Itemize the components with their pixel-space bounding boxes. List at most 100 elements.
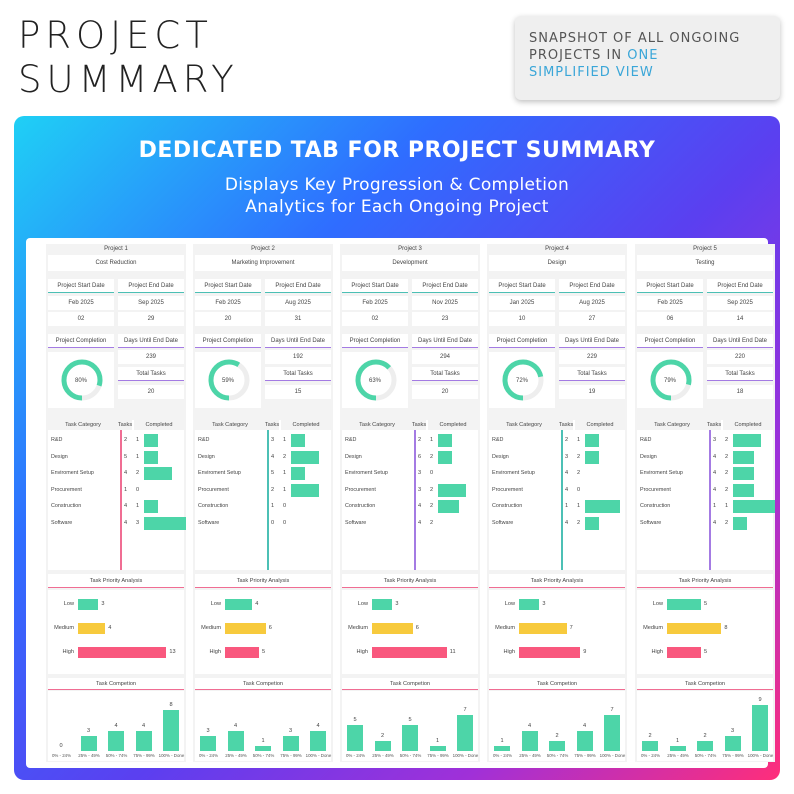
priority-label-medium: Medium — [54, 625, 74, 631]
task-category-header: Task Category — [489, 420, 559, 430]
summary-sheet: Project 1 Cost Reduction Project Start Dat… — [26, 238, 775, 768]
project-name: Cost Reduction — [48, 255, 184, 271]
task-category-header: Task Category — [342, 420, 412, 430]
total-tasks-value: 19 — [559, 385, 625, 399]
total-tasks-value: 20 — [412, 385, 478, 399]
start-day: 20 — [195, 312, 261, 326]
priority-bar-medium — [225, 623, 266, 634]
competion-bin-label: 0% - 24% — [345, 753, 366, 758]
priority-chart: Low 5 Medium 8 High 5 — [637, 590, 773, 674]
days-until-value: 239 — [118, 350, 184, 364]
end-day: 27 — [559, 312, 625, 326]
competion-value: 3 — [86, 727, 91, 734]
task-completed-bar — [438, 434, 452, 447]
completion-ring-fill — [502, 359, 544, 401]
start-month: Feb 2025 — [195, 296, 261, 310]
task-completed: 3 — [136, 519, 140, 526]
priority-bar-medium — [667, 623, 722, 634]
competion-value: 4 — [141, 722, 146, 729]
tasks-divider — [267, 430, 269, 570]
priority-value-low: 3 — [542, 601, 546, 607]
completion-ring-fill — [355, 359, 397, 401]
completion-ring-fill — [208, 359, 250, 401]
task-row: Design 4 2 — [195, 449, 331, 465]
competion-value: 4 — [316, 722, 320, 729]
priority-bar-high — [519, 647, 581, 658]
completion-ring-chart — [355, 359, 397, 401]
competion-value: 5 — [353, 717, 357, 724]
competion-bin-label: 75% - 99% — [574, 753, 596, 758]
competion-value: 3 — [730, 727, 735, 734]
project-header: Project 5 — [635, 244, 775, 254]
priority-label-low: Low — [63, 601, 74, 607]
competion-bin-label: 50% - 74% — [399, 753, 422, 758]
task-completed: 2 — [430, 519, 434, 526]
task-total: 2 — [418, 437, 422, 443]
task-completed: 2 — [577, 519, 581, 526]
priority-bar-medium — [78, 623, 106, 634]
task-category: Construction — [492, 503, 523, 509]
completion-ring-fill — [650, 359, 692, 401]
task-category: Design — [198, 453, 215, 460]
priority-bar-high — [225, 647, 259, 658]
snapshot-line2b: ONE — [627, 48, 659, 63]
project-header: Project 3 — [340, 244, 480, 254]
task-row: R&D 2 1 — [48, 432, 184, 448]
task-completed: 1 — [725, 503, 729, 509]
total-tasks-label: Total Tasks — [265, 367, 331, 381]
task-table: Task Category Tasks Completed R&D 3 2 Design 4 2… — [637, 420, 775, 570]
task-completed-bar — [585, 516, 599, 530]
task-completed: 1 — [136, 503, 140, 509]
task-total: 4 — [418, 519, 422, 526]
competion-value: 4 — [114, 722, 118, 729]
competion-bin-label: 25% - 49% — [225, 753, 247, 758]
task-table: Task Category Tasks Completed R&D 2 1 Design 6 2… — [342, 420, 478, 570]
task-completed: 2 — [725, 453, 729, 460]
priority-value-high: 5 — [704, 649, 708, 655]
task-row: Construction 1 1 — [637, 498, 775, 514]
completed-header: Completed — [723, 420, 773, 430]
task-row: Construction 4 1 — [48, 498, 184, 514]
task-category: Construction — [198, 503, 229, 509]
task-row: Design 5 1 — [48, 449, 184, 465]
days-until-label: Days Until End Date — [707, 334, 773, 348]
competion-bin-label: 0% - 24% — [51, 753, 72, 758]
priority-bar-low — [519, 599, 540, 610]
competion-bin-label: 100% - Done — [452, 753, 479, 758]
tasks-header: Tasks — [117, 420, 133, 430]
priority-bar-low — [667, 599, 701, 610]
task-total: 4 — [713, 519, 717, 526]
tasks-divider — [709, 430, 711, 570]
end-date-label: Project End Date — [559, 279, 625, 293]
task-row: Software 4 3 — [48, 515, 186, 531]
tasks-header: Tasks — [558, 420, 574, 430]
competion-bar — [163, 710, 179, 751]
priority-label-medium: Medium — [643, 625, 663, 631]
snapshot-line1: SNAPSHOT OF ALL ONGOING — [529, 31, 741, 46]
priority-chart: Low 3 Medium 6 High 11 — [342, 590, 478, 674]
task-completed: 2 — [725, 437, 729, 443]
priority-bar-high — [667, 647, 701, 658]
priority-title: Task Priority Analysis — [637, 574, 773, 588]
competion-title: Task Competion — [637, 678, 773, 690]
completion-percent: 63% — [368, 378, 381, 384]
task-category: Design — [345, 453, 362, 460]
completed-header: Completed — [575, 420, 625, 430]
project-header: Project 2 — [193, 244, 333, 254]
competion-value: 4 — [582, 722, 587, 729]
task-row: Design 4 2 — [637, 449, 773, 465]
completion-label: Project Completion — [48, 334, 114, 348]
tasks-header: Tasks — [706, 420, 722, 430]
competion-bin-label: 25% - 49% — [78, 753, 100, 758]
competion-value: 1 — [261, 737, 265, 744]
days-until-value: 229 — [559, 350, 625, 364]
end-date-label: Project End Date — [118, 279, 184, 293]
end-month: Nov 2025 — [412, 296, 478, 310]
task-table: Task Category Tasks Completed R&D 3 1 Design 4 2… — [195, 420, 331, 570]
task-completed: 0 — [136, 486, 140, 493]
project-column: Project 2 Marketing Improvement Project St… — [193, 244, 333, 762]
priority-value-medium: 7 — [569, 625, 573, 631]
task-total: 3 — [418, 470, 422, 476]
task-total: 2 — [271, 486, 275, 493]
page-title-line1: PROJECT — [18, 14, 213, 57]
